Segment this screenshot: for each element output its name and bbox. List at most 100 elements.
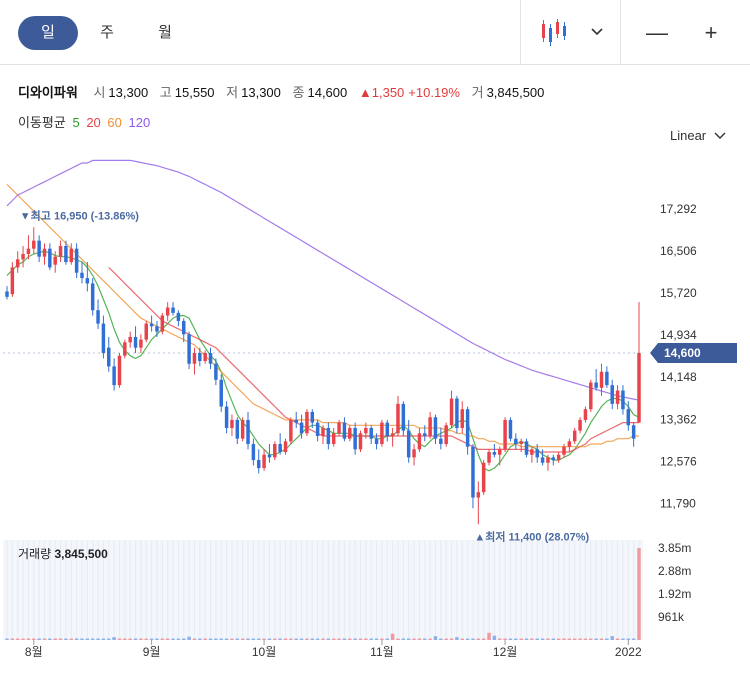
chevron-down-icon[interactable] <box>590 16 604 50</box>
candle-body <box>374 438 379 445</box>
candle-body <box>615 390 620 404</box>
volume-bar <box>492 635 497 640</box>
volume-bar <box>406 638 411 640</box>
x-tick-label: 2022 <box>615 645 642 659</box>
candle-body <box>530 449 534 455</box>
tab-month[interactable]: 월 <box>158 24 172 41</box>
candle-body <box>599 371 604 388</box>
y-tick-label: 14,934 <box>660 328 697 342</box>
ma-20-label[interactable]: 20 <box>86 115 101 130</box>
volume-bar <box>208 638 213 640</box>
ma-5-label[interactable]: 5 <box>72 115 80 130</box>
candle-body <box>551 457 556 461</box>
candle-body <box>10 267 15 295</box>
candle-body <box>219 379 223 407</box>
x-tick-label: 11월 <box>370 645 394 659</box>
volume-bar <box>471 638 475 640</box>
volume-bar <box>133 638 138 640</box>
volume-bar <box>444 638 448 640</box>
tab-day[interactable]: 일 <box>18 16 78 50</box>
volume-bar <box>64 638 68 640</box>
candle-body <box>605 371 609 386</box>
candle-body <box>26 248 31 255</box>
volume-bar <box>283 638 288 640</box>
y-tick-label: 17,292 <box>660 202 697 216</box>
x-tick-label: 10월 <box>252 645 276 659</box>
candle-body <box>433 417 438 439</box>
volume-bar <box>583 638 588 640</box>
ma-60-label[interactable]: 60 <box>107 115 122 130</box>
candle-body <box>123 342 127 356</box>
zoom-out-button[interactable]: — <box>646 20 668 45</box>
volume-bar <box>428 638 432 640</box>
candle-body <box>240 419 245 439</box>
volume-bar <box>594 638 598 640</box>
close-value: 14,600 <box>307 85 348 100</box>
candle-body <box>85 278 90 284</box>
volume-bar <box>267 638 272 640</box>
candle-body <box>546 457 550 463</box>
candle-body <box>155 326 159 332</box>
candle-body <box>342 422 347 439</box>
candle-body <box>498 449 502 455</box>
volume-bar <box>90 638 95 640</box>
candle-body <box>578 419 582 431</box>
volume-bar <box>321 638 325 640</box>
ma-label: 이동평균 <box>18 115 66 130</box>
ma-120-label[interactable]: 120 <box>128 115 151 130</box>
volume-bar <box>524 638 529 640</box>
volume-bar <box>567 638 572 640</box>
tab-week[interactable]: 주 <box>100 24 114 41</box>
volume-bar <box>149 638 154 640</box>
volume-bar <box>487 632 491 640</box>
y-tick-label: 15,720 <box>660 286 697 300</box>
volume-bar <box>165 638 170 640</box>
volume-bar <box>535 638 539 640</box>
candle-body <box>235 419 240 439</box>
volume-bar <box>551 638 556 640</box>
candle-body <box>37 240 41 257</box>
volume-tick-label: 3.85m <box>658 541 691 555</box>
volume-bar <box>401 638 406 640</box>
zoom-in-button[interactable]: + <box>704 20 718 45</box>
candle-body <box>465 409 470 447</box>
volume-bar <box>519 638 523 640</box>
candle-body <box>165 307 170 316</box>
volume-bar <box>160 638 165 640</box>
candle-body <box>203 353 207 362</box>
candle-body <box>299 422 304 434</box>
quote-summary: 디와이파워 시 13,300 고 15,550 저 13,300 종 14,600 ▲1… <box>18 82 552 101</box>
candle-body <box>353 427 357 450</box>
candle-body <box>5 291 9 297</box>
candle-body <box>101 323 106 354</box>
volume-bar <box>289 638 293 640</box>
toolbar: 일 주 월 — + <box>0 0 750 65</box>
volume-bar <box>556 638 561 640</box>
candle-body <box>133 336 138 348</box>
volume-bar <box>326 638 331 640</box>
candle-body <box>390 433 395 436</box>
candle-body <box>149 323 154 327</box>
x-tick-label: 9월 <box>143 645 161 659</box>
candle-body <box>583 409 588 420</box>
close-label: 종 <box>292 85 305 100</box>
candle-body <box>15 259 20 268</box>
volume-bar <box>498 638 502 640</box>
y-tick-label: 14,148 <box>660 370 697 384</box>
volume-bar <box>626 638 631 640</box>
candle-body <box>369 427 373 439</box>
volume-bar <box>605 638 609 640</box>
volume-bar <box>299 638 304 640</box>
volume-bar <box>85 638 90 640</box>
candlestick-icon[interactable] <box>538 16 568 50</box>
change-percent: +10.19% <box>408 85 460 100</box>
volume-bar <box>128 638 132 640</box>
volume-bar <box>37 638 41 640</box>
candle-body <box>444 425 448 445</box>
candle-body <box>401 403 406 431</box>
candle-body <box>305 411 309 434</box>
moving-average-legend: 이동평균 5 20 60 120 <box>18 112 150 131</box>
candle-body <box>251 444 256 461</box>
scale-selector[interactable]: Linear <box>670 128 726 143</box>
